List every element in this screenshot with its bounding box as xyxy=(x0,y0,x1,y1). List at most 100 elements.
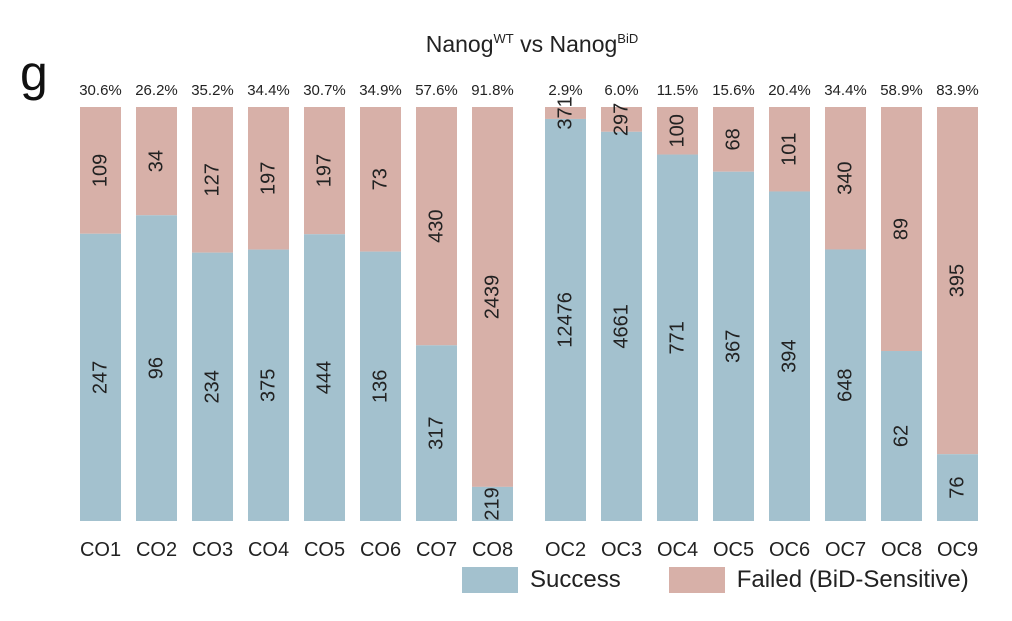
percent-label-oc8: 58.9% xyxy=(880,82,923,99)
label-success-oc2: 12476 xyxy=(555,292,577,348)
label-success-co5: 444 xyxy=(314,361,336,394)
x-tick-label-oc7: OC7 xyxy=(825,539,866,561)
chart-title: NanogWT vs NanogBiD xyxy=(426,31,639,57)
legend-swatch-success xyxy=(462,567,518,593)
label-failed-co8: 2439 xyxy=(482,275,504,320)
label-failed-oc3: 297 xyxy=(611,103,633,136)
bar-failed-co3 xyxy=(192,107,233,253)
label-failed-co1: 109 xyxy=(90,154,112,187)
x-tick-label-oc3: OC3 xyxy=(601,539,642,561)
bar-failed-oc7 xyxy=(825,107,866,250)
label-success-oc4: 771 xyxy=(667,321,689,354)
bar-success-oc7 xyxy=(825,249,866,521)
x-tick-label-oc2: OC2 xyxy=(545,539,586,561)
bar-failed-oc4 xyxy=(657,107,698,155)
bar-failed-oc5 xyxy=(713,107,754,172)
percent-label-co1: 30.6% xyxy=(79,82,122,99)
bar-success-co3 xyxy=(192,252,233,521)
bar-failed-co6 xyxy=(360,107,401,252)
label-success-oc7: 648 xyxy=(835,369,857,402)
bar-failed-oc3 xyxy=(601,107,642,132)
x-tick-label-co8: CO8 xyxy=(472,539,513,561)
bar-success-co6 xyxy=(360,251,401,521)
bar-success-oc2 xyxy=(545,118,586,522)
x-tick-label-oc4: OC4 xyxy=(657,539,698,561)
bar-failed-co2 xyxy=(136,107,177,216)
bar-success-co2 xyxy=(136,215,177,521)
label-success-co1: 247 xyxy=(90,361,112,394)
bar-success-co4 xyxy=(248,249,289,521)
label-success-co6: 136 xyxy=(370,370,392,403)
percent-label-co8: 91.8% xyxy=(471,82,514,99)
percent-label-oc7: 34.4% xyxy=(824,82,867,99)
label-failed-oc8: 89 xyxy=(891,218,913,240)
label-success-co2: 96 xyxy=(146,357,168,379)
label-success-oc5: 367 xyxy=(723,330,745,363)
label-success-co7: 317 xyxy=(426,416,448,449)
percent-label-co5: 30.7% xyxy=(303,82,346,99)
bar-success-co7 xyxy=(416,345,457,521)
label-success-co3: 234 xyxy=(202,370,224,403)
label-success-oc8: 62 xyxy=(891,425,913,447)
bar-success-co1 xyxy=(80,233,121,521)
label-failed-oc5: 68 xyxy=(723,128,745,150)
legend-label-failed: Failed (BiD-Sensitive) xyxy=(736,566,969,593)
bar-success-oc4 xyxy=(657,154,698,522)
label-success-oc9: 76 xyxy=(947,476,969,498)
label-success-co8: 219 xyxy=(482,487,504,520)
bar-failed-oc6 xyxy=(769,107,810,192)
bars-group: 109 247 30.6% CO1 34 96 26.2% CO2 127 234 35.2% CO3… xyxy=(79,82,979,561)
label-failed-oc2: 371 xyxy=(555,96,577,129)
x-tick-label-co6: CO6 xyxy=(360,539,401,561)
percent-label-co4: 34.4% xyxy=(247,82,290,99)
legend-item-failed: Failed (BiD-Sensitive) xyxy=(668,566,969,594)
bar-success-co5 xyxy=(304,234,345,521)
bar-failed-oc2 xyxy=(545,107,586,119)
percent-label-oc4: 11.5% xyxy=(657,82,698,99)
percent-label-oc6: 20.4% xyxy=(768,82,811,99)
percent-label-oc9: 83.9% xyxy=(936,82,979,99)
label-failed-oc7: 340 xyxy=(835,162,857,195)
percent-label-co7: 57.6% xyxy=(415,82,458,99)
bar-success-oc5 xyxy=(713,171,754,522)
x-tick-label-co2: CO2 xyxy=(136,539,177,561)
label-failed-co4: 197 xyxy=(258,162,280,195)
label-failed-oc4: 100 xyxy=(667,114,689,147)
legend: Success Failed (BiD-Sensitive) xyxy=(462,566,1012,594)
x-tick-label-oc8: OC8 xyxy=(881,539,922,561)
bar-failed-co1 xyxy=(80,107,121,234)
label-failed-co5: 197 xyxy=(314,154,336,187)
label-failed-co7: 430 xyxy=(426,209,448,242)
label-success-oc6: 394 xyxy=(779,340,801,373)
x-tick-label-co4: CO4 xyxy=(248,539,289,561)
label-failed-oc6: 101 xyxy=(779,133,801,166)
x-tick-label-co1: CO1 xyxy=(80,539,121,561)
percent-label-oc2: 2.9% xyxy=(548,82,582,99)
bar-failed-co5 xyxy=(304,107,345,235)
bar-success-oc3 xyxy=(601,131,642,521)
legend-swatch-failed xyxy=(668,567,725,593)
label-success-co4: 375 xyxy=(258,369,280,402)
bar-success-oc9 xyxy=(937,454,978,521)
label-failed-oc9: 395 xyxy=(947,264,969,297)
label-failed-co3: 127 xyxy=(202,163,224,196)
x-tick-label-co7: CO7 xyxy=(416,539,457,561)
bar-failed-oc9 xyxy=(937,107,978,455)
legend-label-success: Success xyxy=(530,566,621,593)
legend-item-success: Success xyxy=(462,566,621,594)
bar-failed-co8 xyxy=(472,107,513,487)
bar-failed-co7 xyxy=(416,107,457,346)
label-success-oc3: 4661 xyxy=(611,304,633,349)
x-tick-label-co5: CO5 xyxy=(304,539,345,561)
percent-label-oc3: 6.0% xyxy=(604,82,638,99)
bar-success-co8 xyxy=(472,486,513,521)
x-tick-label-oc9: OC9 xyxy=(937,539,978,561)
bar-success-oc6 xyxy=(769,191,810,522)
percent-label-co3: 35.2% xyxy=(191,82,234,99)
percent-label-oc5: 15.6% xyxy=(712,82,755,99)
bar-failed-oc8 xyxy=(881,107,922,352)
bar-failed-co4 xyxy=(248,107,289,250)
label-failed-co2: 34 xyxy=(146,150,168,172)
x-tick-label-co3: CO3 xyxy=(192,539,233,561)
